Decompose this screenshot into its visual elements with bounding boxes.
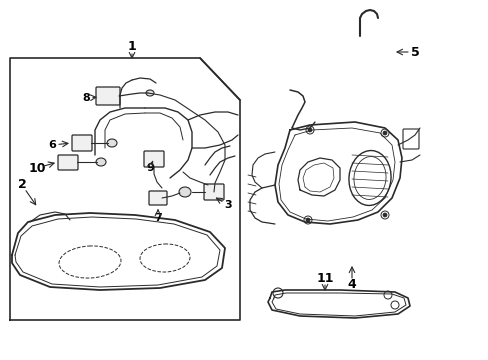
FancyBboxPatch shape	[203, 184, 224, 200]
Text: 3: 3	[224, 200, 231, 210]
Text: 4: 4	[347, 279, 356, 292]
Circle shape	[307, 128, 311, 132]
Text: 11: 11	[316, 271, 333, 284]
FancyBboxPatch shape	[149, 191, 167, 205]
Text: 6: 6	[48, 140, 56, 150]
Ellipse shape	[179, 187, 191, 197]
Ellipse shape	[96, 158, 106, 166]
Text: 5: 5	[410, 45, 419, 58]
FancyBboxPatch shape	[58, 155, 78, 170]
Ellipse shape	[146, 90, 154, 96]
Text: 8: 8	[82, 93, 90, 103]
FancyBboxPatch shape	[72, 135, 92, 151]
Circle shape	[382, 131, 386, 135]
FancyBboxPatch shape	[96, 87, 120, 105]
Circle shape	[305, 218, 309, 222]
Text: 10: 10	[28, 162, 46, 175]
Ellipse shape	[107, 139, 117, 147]
Text: 7: 7	[154, 213, 162, 223]
Circle shape	[382, 213, 386, 217]
Text: 1: 1	[127, 40, 136, 54]
Text: 9: 9	[146, 163, 154, 173]
FancyBboxPatch shape	[143, 151, 163, 167]
Text: 2: 2	[18, 179, 26, 192]
